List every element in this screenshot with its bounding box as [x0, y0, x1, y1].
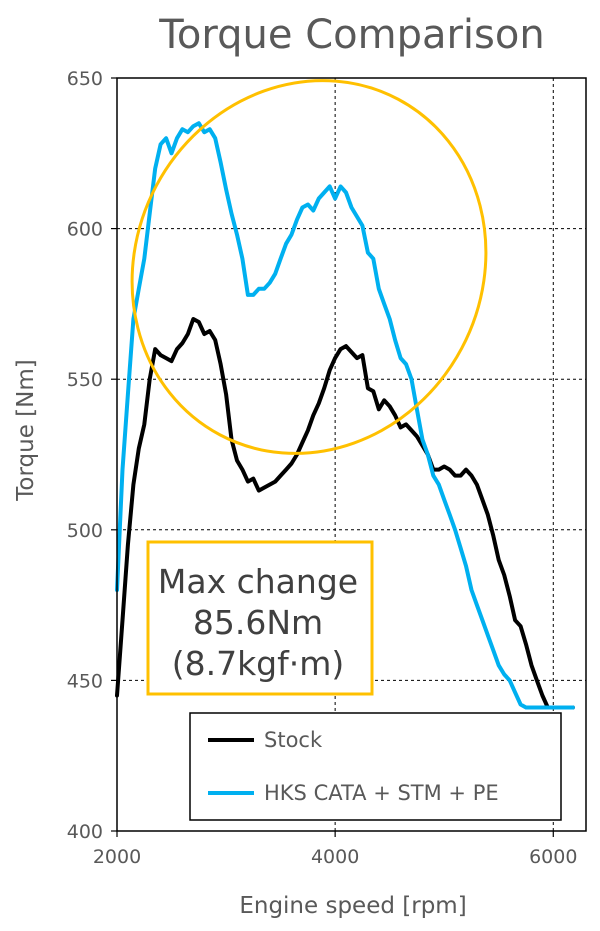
y-tick-label-550: 550 [67, 369, 103, 391]
y-tick-label-400: 400 [67, 821, 103, 843]
y-tick-label-650: 650 [67, 68, 103, 90]
x-tick-label-4000: 4000 [311, 846, 359, 868]
highlight-ellipse [130, 79, 488, 455]
annotation-box-border [146, 540, 374, 696]
max-change-annotation: Max change 85.6Nm (8.7kgf·m) [146, 540, 374, 696]
legend-label-hks: HKS CATA + STM + PE [264, 781, 499, 805]
plot-frame [116, 77, 587, 832]
x-tick-label-2000: 2000 [93, 846, 141, 868]
plot-area-border [116, 77, 587, 832]
y-tick-label-600: 600 [67, 219, 103, 241]
annotation-line-1: Max change [158, 562, 358, 601]
series-lines [115, 121, 575, 710]
axis-ticks: 400 450 500 550 600 650 2000 4000 6000 [67, 68, 578, 868]
legend-box [189, 712, 562, 821]
series-line-stock [115, 317, 575, 710]
y-tick-label-450: 450 [67, 670, 103, 692]
legend: Stock HKS CATA + STM + PE [189, 712, 562, 821]
series-line-hks [115, 121, 575, 710]
annotation-line-3: (8.7kgf·m) [172, 644, 345, 683]
legend-label-stock: Stock [264, 728, 323, 752]
x-tick-label-6000: 6000 [529, 846, 577, 868]
annotation-line-2: 85.6Nm [193, 603, 323, 642]
y-axis-label: Torque [Nm] [13, 359, 39, 501]
chart-title: Torque Comparison [158, 12, 544, 58]
x-axis-label: Engine speed [rpm] [239, 893, 466, 919]
y-tick-label-500: 500 [67, 520, 103, 542]
